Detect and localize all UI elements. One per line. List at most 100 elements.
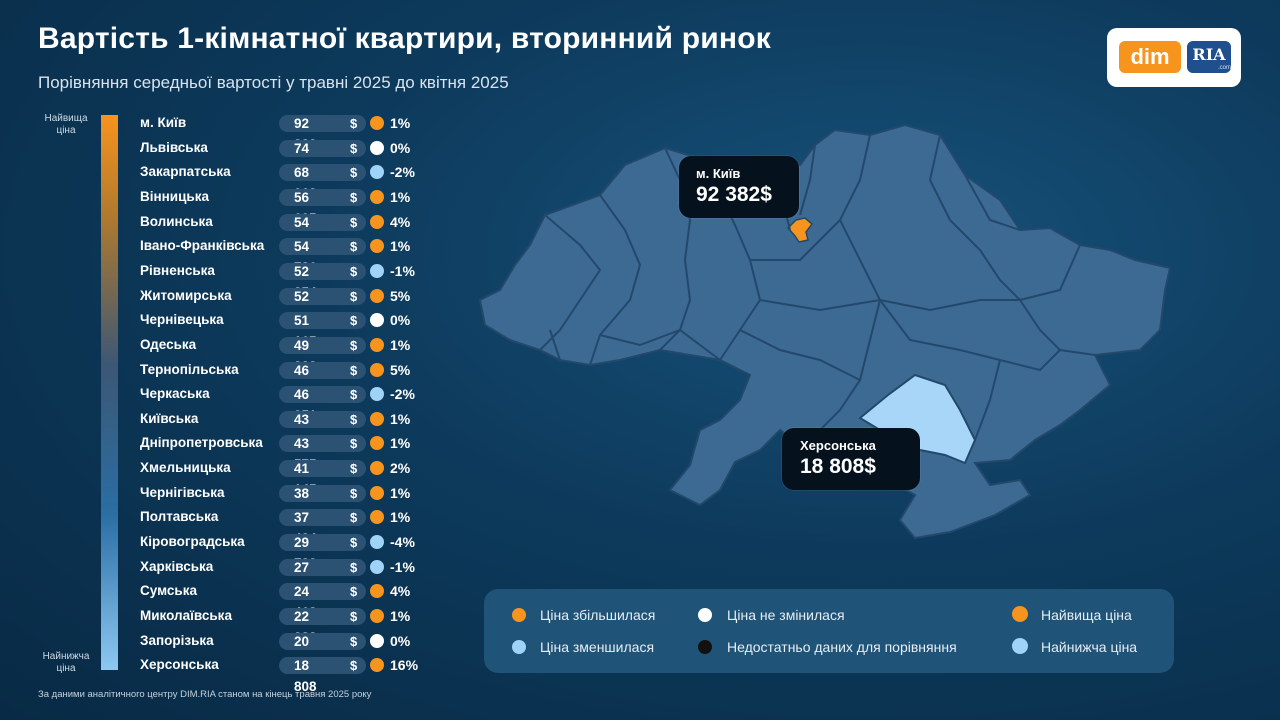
currency-sign: $	[350, 239, 358, 255]
legend: Ціна збільшилася Ціна не змінилася Найви…	[484, 589, 1174, 673]
change-percent: 4%	[390, 213, 411, 230]
change-percent: 0%	[390, 312, 411, 329]
trend-up-icon	[370, 436, 384, 451]
region-name: Житомирська	[140, 287, 232, 303]
region-name: Сумська	[140, 583, 197, 599]
trend-down-icon	[370, 559, 384, 574]
trend-down-icon	[370, 387, 384, 402]
price-pill	[279, 361, 366, 379]
change-percent: 16%	[390, 657, 419, 674]
trend-up-icon	[370, 116, 384, 130]
ukraine-map	[478, 123, 1172, 540]
price-pill	[279, 287, 366, 305]
trend-up-icon	[370, 584, 384, 599]
change-percent: 1%	[390, 608, 411, 624]
currency-sign: $	[350, 510, 358, 526]
change-percent: -1%	[390, 262, 415, 279]
trend-up-icon	[370, 362, 384, 377]
region-name: Київська	[140, 410, 199, 426]
price-pill	[279, 188, 366, 206]
legend-nochange-label: Ціна не змінилася	[727, 607, 845, 623]
trend-eq-icon	[370, 140, 384, 155]
currency-sign: $	[350, 214, 358, 230]
legend-nodata-label: Недостатньо даних для порівняння	[727, 639, 957, 655]
region-name: Закарпатська	[140, 164, 231, 180]
callout-highest-value: 92 382$	[696, 183, 772, 206]
change-percent: 1%	[390, 435, 411, 452]
currency-sign: $	[350, 535, 358, 551]
page-subtitle: Порівняння середньої вартості у травні 2…	[38, 73, 509, 92]
trend-down-icon	[370, 535, 384, 550]
region-name: м. Київ	[140, 115, 187, 130]
currency-sign: $	[350, 461, 358, 477]
price-pill	[279, 139, 366, 157]
currency-sign: $	[350, 337, 358, 353]
price-pill	[279, 336, 366, 354]
callout-lowest-name: Херсонська	[800, 438, 876, 453]
region-name: Запорізька	[140, 632, 214, 648]
trend-up-icon	[370, 411, 384, 426]
currency-sign: $	[350, 559, 358, 575]
trend-up-icon	[370, 609, 384, 623]
currency-sign: $	[350, 485, 358, 501]
page-title: Вартість 1-кімнатної квартири, вторинний…	[38, 22, 771, 55]
currency-sign: $	[350, 165, 358, 181]
trend-up-icon	[370, 337, 384, 352]
trend-up-icon	[370, 510, 384, 525]
currency-sign: $	[350, 387, 358, 403]
price-pill	[279, 534, 366, 552]
price-gradient-scale	[101, 115, 118, 670]
trend-up-icon	[370, 214, 384, 229]
change-percent: 1%	[390, 484, 411, 501]
price-pill	[279, 115, 366, 132]
price-pill	[279, 312, 366, 330]
price-pill	[279, 386, 366, 404]
price-pill	[279, 460, 366, 478]
change-percent: 1%	[390, 238, 411, 255]
currency-sign: $	[350, 362, 358, 378]
logo-com: .com	[1218, 65, 1232, 71]
map-region-kyiv-city	[786, 217, 814, 243]
legend-increase-icon	[512, 608, 526, 622]
currency-sign: $	[350, 140, 358, 156]
currency-sign: $	[350, 116, 358, 131]
region-name: Чернівецька	[140, 312, 224, 328]
change-percent: 1%	[390, 410, 411, 427]
price-pill	[279, 657, 366, 675]
region-name: Одеська	[140, 336, 197, 352]
currency-sign: $	[350, 189, 358, 205]
price-pill	[279, 632, 366, 650]
change-percent: -1%	[390, 558, 415, 575]
scale-top-label: Найвища ціна	[44, 113, 88, 136]
callout-lowest-value: 18 808$	[800, 455, 876, 478]
dimria-logo[interactable]: dim RIA .com	[1107, 28, 1241, 87]
scale-bottom-label: Найнижча ціна	[42, 651, 90, 674]
change-percent: -2%	[390, 164, 415, 181]
trend-eq-icon	[370, 633, 384, 648]
region-name: Вінницька	[140, 188, 209, 204]
source-footnote: За даними аналітичного центру DIM.RIA ст…	[38, 689, 372, 700]
region-name: Херсонська	[140, 657, 219, 673]
region-name: Львівська	[140, 139, 208, 155]
change-percent: 0%	[390, 632, 411, 649]
trend-down-icon	[370, 263, 384, 278]
price-pill	[279, 608, 366, 625]
price-pill	[279, 262, 366, 280]
price-pill	[279, 213, 366, 231]
price-pill	[279, 509, 366, 527]
change-percent: -4%	[390, 534, 415, 551]
region-name: Полтавська	[140, 509, 219, 525]
currency-sign: $	[350, 609, 358, 624]
region-name: Кіровоградська	[140, 534, 245, 550]
callout-lowest: Херсонська 18 808$	[782, 428, 920, 490]
change-percent: 1%	[390, 188, 411, 205]
region-name: Чернігівська	[140, 484, 225, 500]
trend-up-icon	[370, 658, 384, 673]
change-percent: 1%	[390, 509, 411, 526]
legend-highest-label: Найвища ціна	[1041, 607, 1132, 623]
trend-up-icon	[370, 239, 384, 254]
legend-decrease-icon	[512, 640, 526, 654]
callout-highest-name: м. Київ	[696, 166, 741, 181]
trend-up-icon	[370, 461, 384, 476]
price-pill	[279, 558, 366, 576]
